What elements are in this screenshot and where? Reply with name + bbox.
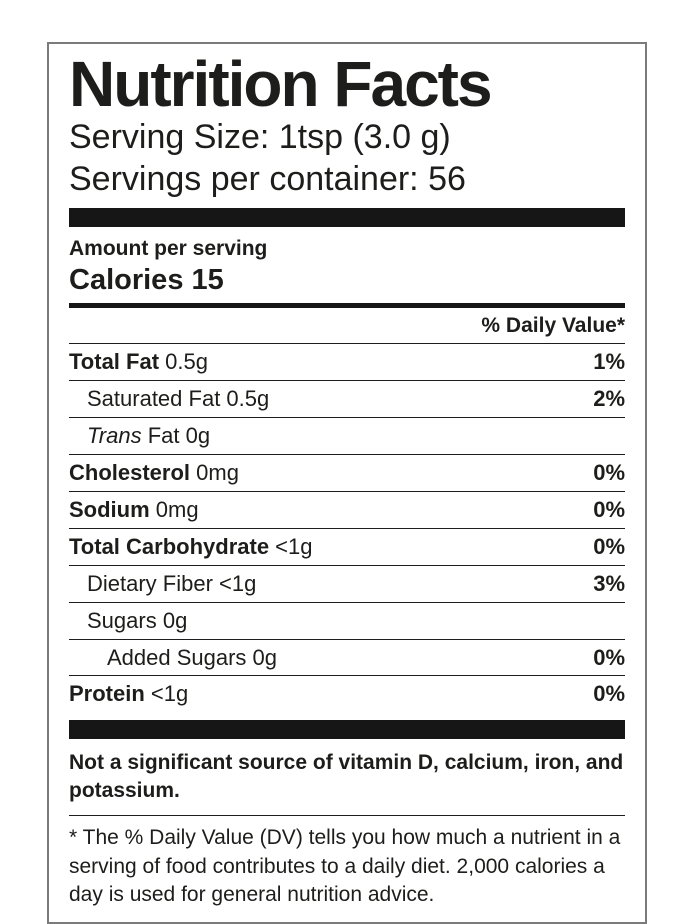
label-title: Nutrition Facts [69, 48, 493, 120]
nutrient-row: Protein <1g 0% [69, 676, 625, 714]
nutrient-name-and-amount: Trans Fat 0g [69, 423, 210, 449]
nutrient-row: Dietary Fiber <1g 3% [69, 566, 625, 603]
nutrient-name: Cholesterol [69, 459, 191, 485]
nutrient-amount: <1g [269, 533, 313, 559]
nutrient-name-and-amount: Saturated Fat 0.5g [69, 386, 269, 412]
nutrient-name: Sugars [87, 607, 157, 633]
nutrition-facts-label: Nutrition Facts Serving Size: 1tsp (3.0 … [47, 42, 647, 924]
nutrient-amount: 0g [156, 607, 188, 633]
nutrient-name-and-amount: Dietary Fiber <1g [69, 571, 256, 597]
separator-bar-calories [69, 302, 625, 308]
not-significant-note: Not a significant source of vitamin D, c… [69, 749, 625, 817]
nutrient-name-and-amount: Added Sugars 0g [69, 645, 277, 671]
serving-size-line: Serving Size: 1tsp (3.0 g) [69, 118, 451, 157]
nutrient-name-and-amount: Protein <1g [69, 681, 188, 707]
nutrient-name: Sodium [69, 496, 150, 522]
nutrient-name-and-amount: Sugars 0g [69, 608, 187, 634]
nutrient-daily-value: 2% [593, 385, 625, 411]
nutrient-amount: 0mg [190, 459, 239, 485]
nutrient-name: Dietary Fiber [87, 570, 213, 596]
daily-value-header: % Daily Value* [69, 308, 625, 344]
nutrient-row: Saturated Fat 0.5g 2% [69, 381, 625, 418]
nutrient-amount: 0g [246, 644, 278, 670]
nutrient-row: Total Carbohydrate <1g 0% [69, 529, 625, 566]
calories-line: Calories 15 [69, 264, 224, 297]
nutrient-name: Saturated Fat [87, 385, 221, 411]
nutrient-name-and-amount: Total Carbohydrate <1g [69, 534, 313, 560]
amount-per-serving-label: Amount per serving [69, 237, 268, 261]
separator-bar-top [69, 208, 625, 228]
nutrient-rows: Total Fat 0.5g 1% Saturated Fat 0.5g 2% … [69, 344, 625, 715]
nutrient-daily-value: 0% [593, 496, 625, 522]
nutrient-amount: 0g [179, 422, 211, 448]
nutrient-daily-value: 0% [593, 459, 625, 485]
nutrient-row: Cholesterol 0mg 0% [69, 455, 625, 492]
nutrient-daily-value: 3% [593, 570, 625, 596]
nutrient-name: Total Fat [69, 348, 160, 374]
nutrient-name: Total Carbohydrate [69, 533, 270, 559]
nutrient-amount: 0.5g [220, 385, 270, 411]
nutrient-amount: 0.5g [159, 348, 208, 374]
nutrient-row: Trans Fat 0g [69, 418, 625, 455]
nutrient-daily-value: 1% [593, 348, 625, 374]
servings-per-container-line: Servings per container: 56 [69, 159, 466, 198]
nutrient-amount: <1g [212, 570, 257, 596]
nutrient-name: Added Sugars [107, 644, 247, 670]
nutrient-row: Sodium 0mg 0% [69, 492, 625, 529]
daily-value-footnote: * The % Daily Value (DV) tells you how m… [69, 826, 621, 907]
nutrient-name: Protein [69, 681, 145, 707]
nutrient-daily-value: 0% [593, 681, 625, 707]
nutrient-name-and-amount: Cholesterol 0mg [69, 460, 239, 486]
separator-bar-bottom [69, 720, 625, 740]
nutrient-name: Trans Fat [87, 422, 180, 448]
nutrient-row: Added Sugars 0g 0% [69, 640, 625, 677]
nutrient-amount: <1g [144, 681, 189, 707]
nutrient-row: Total Fat 0.5g 1% [69, 344, 625, 381]
nutrient-daily-value: 0% [593, 644, 625, 670]
nutrient-amount: 0mg [149, 496, 199, 522]
nutrient-name-and-amount: Sodium 0mg [69, 497, 199, 523]
nutrient-daily-value: 0% [593, 533, 625, 559]
nutrient-name-and-amount: Total Fat 0.5g [69, 349, 208, 375]
nutrient-row: Sugars 0g [69, 603, 625, 640]
